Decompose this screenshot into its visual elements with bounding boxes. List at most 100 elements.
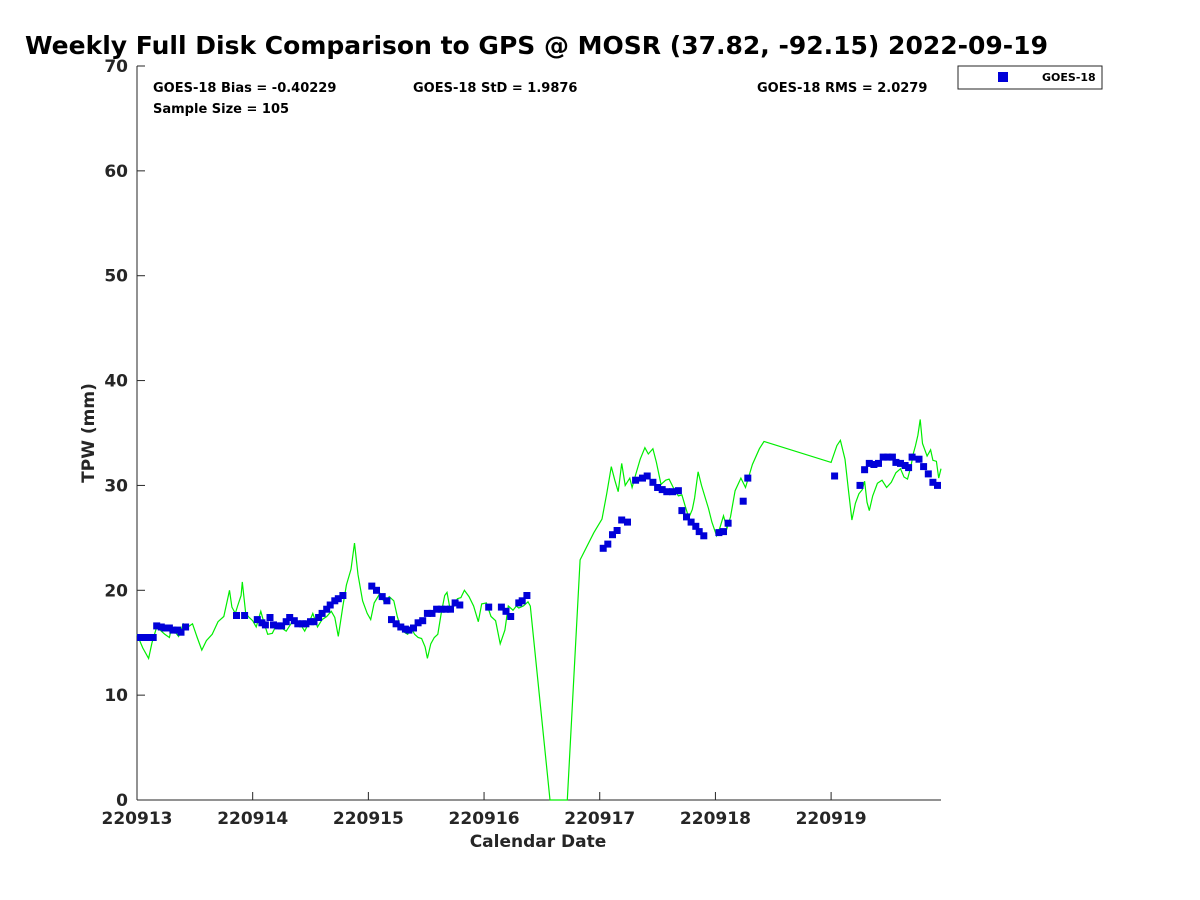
goes18-point bbox=[397, 623, 405, 631]
goes18-point bbox=[442, 605, 450, 613]
goes18-point bbox=[875, 459, 882, 467]
goes18-point bbox=[856, 481, 864, 489]
y-ticks: 0 10 20 30 40 50 60 70 bbox=[104, 57, 145, 811]
x-tick-label: 220915 bbox=[333, 809, 404, 829]
y-tick-label: 30 bbox=[104, 476, 128, 496]
goes18-point bbox=[282, 618, 290, 626]
goes18-point bbox=[687, 518, 695, 526]
goes18-point bbox=[870, 461, 878, 468]
goes18-point bbox=[654, 484, 662, 491]
goes18-point bbox=[518, 597, 526, 605]
goes18-point bbox=[270, 621, 277, 629]
goes18-point bbox=[888, 453, 896, 461]
goes18-point bbox=[169, 626, 177, 634]
goes18-point bbox=[724, 519, 732, 527]
goes18-point bbox=[182, 623, 190, 631]
goes18-point bbox=[161, 624, 169, 632]
goes18-point bbox=[286, 614, 294, 621]
y-tick-label: 0 bbox=[116, 791, 128, 811]
goes18-point bbox=[485, 603, 493, 611]
y-tick-label: 60 bbox=[104, 162, 128, 182]
y-tick-label: 40 bbox=[104, 372, 128, 392]
goes18-point bbox=[879, 453, 887, 461]
x-tick-label: 220913 bbox=[102, 809, 173, 829]
goes18-point bbox=[318, 609, 326, 617]
goes18-point bbox=[720, 528, 727, 536]
goes18-point bbox=[892, 458, 900, 466]
goes18-point bbox=[137, 634, 144, 641]
legend-marker-goes18 bbox=[998, 72, 1008, 82]
goes18-point bbox=[373, 586, 380, 594]
goes18-point bbox=[266, 614, 274, 621]
goes18-point bbox=[613, 527, 621, 534]
goes18-point bbox=[310, 618, 318, 626]
goes18-point bbox=[884, 453, 892, 461]
goes18-point bbox=[663, 488, 671, 496]
goes18-points-layer bbox=[137, 453, 941, 641]
goes18-point bbox=[451, 599, 459, 607]
goes18-point bbox=[414, 619, 422, 627]
y-tick-label: 70 bbox=[104, 57, 128, 77]
x-axis-label: Calendar Date bbox=[470, 832, 607, 852]
goes18-point bbox=[920, 463, 928, 471]
goes18-point bbox=[502, 607, 510, 615]
goes18-point bbox=[433, 605, 441, 613]
goes18-point bbox=[253, 616, 261, 624]
goes18-point bbox=[405, 626, 413, 634]
y-tick-label: 10 bbox=[104, 686, 128, 706]
goes18-point bbox=[865, 459, 873, 467]
goes18-point bbox=[924, 470, 932, 478]
y-tick-label: 20 bbox=[104, 581, 128, 601]
goes18-point bbox=[419, 617, 427, 625]
goes18-point bbox=[609, 531, 616, 539]
goes18-point bbox=[599, 544, 607, 552]
goes18-point bbox=[624, 518, 631, 526]
x-ticks: 220913 220914 220915 220916 220917 220918 2209… bbox=[102, 792, 867, 829]
y-tick-label: 50 bbox=[104, 267, 128, 287]
goes18-point bbox=[695, 528, 703, 536]
legend: GOES-18 bbox=[957, 65, 1103, 90]
goes18-point bbox=[632, 476, 640, 484]
goes18-point bbox=[604, 540, 612, 548]
goes18-point bbox=[261, 621, 269, 629]
x-tick-label: 220916 bbox=[449, 809, 520, 829]
goes18-point bbox=[497, 603, 505, 611]
goes18-point bbox=[692, 522, 700, 530]
x-tick-label: 220917 bbox=[564, 809, 635, 829]
goes18-point bbox=[392, 620, 400, 628]
goes18-point bbox=[639, 474, 646, 482]
goes18-point bbox=[378, 593, 386, 601]
rms-stat: GOES-18 RMS = 2.0279 bbox=[757, 81, 927, 96]
legend-box bbox=[957, 65, 1103, 90]
std-stat: GOES-18 StD = 1.9876 bbox=[413, 81, 577, 96]
goes18-point bbox=[294, 620, 302, 628]
goes18-point bbox=[715, 529, 723, 537]
goes18-point bbox=[861, 466, 869, 474]
goes18-point bbox=[388, 616, 395, 624]
x-tick-label: 220914 bbox=[217, 809, 288, 829]
goes18-point bbox=[428, 609, 436, 617]
sample-size-stat: Sample Size = 105 bbox=[153, 102, 289, 117]
goes18-point bbox=[383, 597, 391, 605]
plot-area bbox=[137, 66, 941, 800]
goes18-point bbox=[934, 481, 941, 489]
goes18-point bbox=[423, 609, 431, 617]
goes18-point bbox=[674, 487, 682, 495]
goes18-point bbox=[339, 592, 347, 599]
goes18-point bbox=[669, 488, 677, 496]
chart-title: Weekly Full Disk Comparison to GPS @ MOS… bbox=[25, 31, 1048, 60]
goes18-point bbox=[658, 486, 666, 494]
goes18-point bbox=[315, 614, 323, 621]
goes18-point bbox=[683, 513, 690, 521]
goes18-point bbox=[831, 472, 839, 480]
goes18-point bbox=[649, 478, 657, 486]
goes18-point bbox=[678, 507, 686, 515]
goes18-point bbox=[744, 474, 752, 482]
x-tick-label: 220918 bbox=[680, 809, 751, 829]
goes18-point bbox=[643, 472, 651, 480]
goes18-point bbox=[153, 622, 161, 630]
bias-stat: GOES-18 Bias = -0.40229 bbox=[153, 81, 336, 96]
x-tick-label: 220919 bbox=[796, 809, 867, 829]
goes18-point bbox=[437, 605, 445, 613]
